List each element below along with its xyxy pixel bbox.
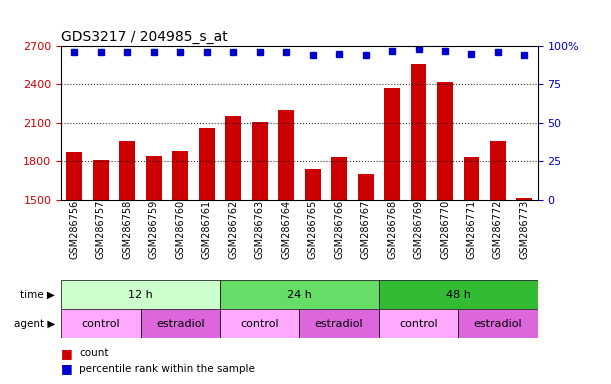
Bar [411,64,426,200]
Bar [331,157,347,200]
Text: agent ▶: agent ▶ [13,318,55,329]
Bar [61,309,141,338]
Bar [93,160,109,200]
Bar [172,151,188,200]
Text: GSM286766: GSM286766 [334,200,344,259]
Text: GSM286769: GSM286769 [414,200,423,259]
Text: ■: ■ [61,347,73,360]
Bar [146,156,162,200]
Text: estradiol: estradiol [156,318,205,329]
Bar [464,157,480,200]
Text: control: control [399,318,438,329]
Text: 48 h: 48 h [446,290,470,300]
Bar [299,309,379,338]
Text: GSM286757: GSM286757 [96,200,106,259]
Bar [220,309,299,338]
Text: control: control [81,318,120,329]
Text: estradiol: estradiol [315,318,364,329]
Bar [220,280,379,309]
Text: ■: ■ [61,362,73,375]
Text: time ▶: time ▶ [20,290,55,300]
Text: GDS3217 / 204985_s_at: GDS3217 / 204985_s_at [61,30,228,44]
Bar [384,88,400,200]
Text: estradiol: estradiol [474,318,522,329]
Bar [437,82,453,200]
Bar [119,141,135,200]
Bar [357,174,373,200]
Text: GSM286768: GSM286768 [387,200,397,259]
Text: GSM286765: GSM286765 [307,200,318,259]
Text: GSM286762: GSM286762 [228,200,238,259]
Bar [225,116,241,200]
Text: GSM286763: GSM286763 [255,200,265,259]
Text: GSM286760: GSM286760 [175,200,185,259]
Bar [490,141,506,200]
Text: GSM286772: GSM286772 [493,200,503,259]
Text: GSM286758: GSM286758 [122,200,133,259]
Text: GSM286770: GSM286770 [440,200,450,259]
Text: count: count [79,348,109,358]
Bar [67,152,82,200]
Bar [379,309,458,338]
Bar [141,309,220,338]
Bar [61,280,220,309]
Text: 24 h: 24 h [287,290,312,300]
Bar [278,110,294,200]
Bar [458,309,538,338]
Text: GSM286759: GSM286759 [148,200,159,259]
Bar [252,122,268,200]
Text: percentile rank within the sample: percentile rank within the sample [79,364,255,374]
Bar [199,128,214,200]
Text: GSM286764: GSM286764 [281,200,291,259]
Bar [379,280,538,309]
Bar [305,169,321,200]
Text: GSM286767: GSM286767 [360,200,371,259]
Text: GSM286756: GSM286756 [69,200,79,259]
Text: GSM286773: GSM286773 [519,200,530,259]
Text: 12 h: 12 h [128,290,153,300]
Text: GSM286771: GSM286771 [466,200,477,259]
Bar [516,199,532,200]
Text: GSM286761: GSM286761 [202,200,212,259]
Text: control: control [240,318,279,329]
